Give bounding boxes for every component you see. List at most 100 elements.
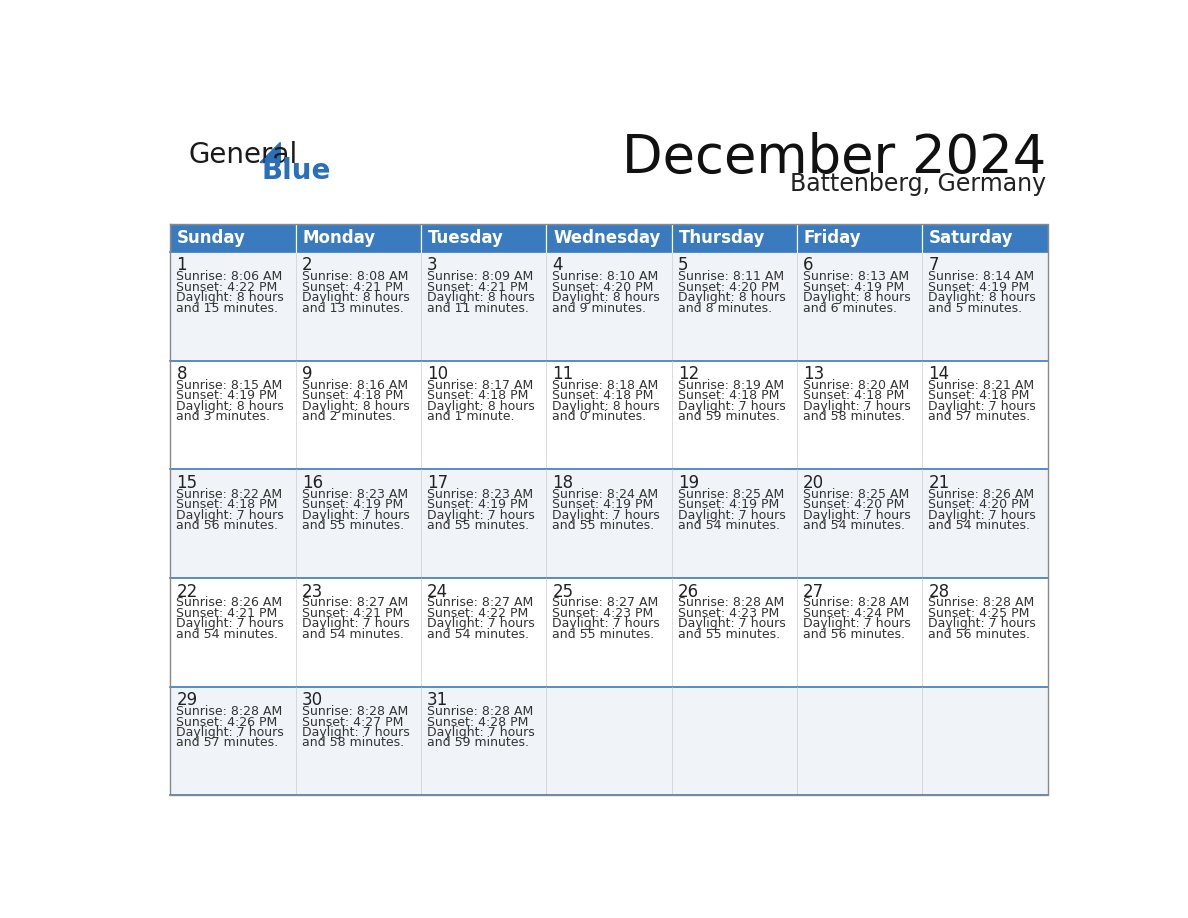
- Text: and 54 minutes.: and 54 minutes.: [803, 519, 905, 532]
- Text: 17: 17: [426, 474, 448, 492]
- Bar: [170, 578, 296, 687]
- Text: 9: 9: [302, 365, 312, 383]
- Bar: [421, 469, 546, 578]
- Text: Sunset: 4:18 PM: Sunset: 4:18 PM: [552, 389, 653, 402]
- Text: Daylight: 7 hours: Daylight: 7 hours: [552, 617, 661, 631]
- Text: Monday: Monday: [303, 229, 375, 247]
- Text: Sunset: 4:21 PM: Sunset: 4:21 PM: [302, 607, 403, 620]
- Text: Sunrise: 8:11 AM: Sunrise: 8:11 AM: [677, 270, 784, 284]
- Text: Sunset: 4:28 PM: Sunset: 4:28 PM: [426, 716, 529, 729]
- Bar: [797, 361, 922, 469]
- Bar: [671, 578, 797, 687]
- Text: and 55 minutes.: and 55 minutes.: [426, 519, 529, 532]
- Text: Daylight: 8 hours: Daylight: 8 hours: [176, 400, 284, 413]
- Text: Daylight: 7 hours: Daylight: 7 hours: [803, 400, 911, 413]
- Text: and 11 minutes.: and 11 minutes.: [426, 301, 529, 315]
- Bar: [922, 687, 1048, 796]
- Text: General: General: [189, 140, 298, 169]
- Text: Sunrise: 8:28 AM: Sunrise: 8:28 AM: [426, 705, 533, 718]
- Text: Friday: Friday: [804, 229, 861, 247]
- Text: 23: 23: [302, 583, 323, 600]
- Bar: [546, 578, 671, 687]
- Text: and 58 minutes.: and 58 minutes.: [803, 410, 905, 423]
- Text: and 57 minutes.: and 57 minutes.: [928, 410, 1030, 423]
- Text: Sunrise: 8:18 AM: Sunrise: 8:18 AM: [552, 379, 658, 392]
- Text: Sunset: 4:25 PM: Sunset: 4:25 PM: [928, 607, 1030, 620]
- Text: and 6 minutes.: and 6 minutes.: [803, 301, 897, 315]
- Text: 14: 14: [928, 365, 949, 383]
- Text: and 54 minutes.: and 54 minutes.: [677, 519, 779, 532]
- Text: 29: 29: [176, 691, 197, 710]
- Bar: [797, 687, 922, 796]
- Text: Sunrise: 8:20 AM: Sunrise: 8:20 AM: [803, 379, 909, 392]
- Text: Sunset: 4:23 PM: Sunset: 4:23 PM: [552, 607, 653, 620]
- Text: Daylight: 8 hours: Daylight: 8 hours: [426, 291, 535, 304]
- Text: and 15 minutes.: and 15 minutes.: [176, 301, 278, 315]
- Text: and 56 minutes.: and 56 minutes.: [928, 628, 1030, 641]
- Text: Sunrise: 8:06 AM: Sunrise: 8:06 AM: [176, 270, 283, 284]
- Text: Sunrise: 8:26 AM: Sunrise: 8:26 AM: [176, 597, 283, 610]
- Text: Sunrise: 8:23 AM: Sunrise: 8:23 AM: [302, 487, 407, 500]
- Text: and 55 minutes.: and 55 minutes.: [552, 519, 655, 532]
- Text: Daylight: 8 hours: Daylight: 8 hours: [928, 291, 1036, 304]
- Text: Sunrise: 8:19 AM: Sunrise: 8:19 AM: [677, 379, 784, 392]
- Text: Daylight: 8 hours: Daylight: 8 hours: [552, 400, 661, 413]
- Text: and 3 minutes.: and 3 minutes.: [176, 410, 271, 423]
- Text: 3: 3: [426, 256, 437, 274]
- Text: Sunset: 4:20 PM: Sunset: 4:20 PM: [803, 498, 904, 511]
- Text: Sunset: 4:21 PM: Sunset: 4:21 PM: [176, 607, 278, 620]
- Bar: [296, 224, 421, 252]
- Bar: [421, 687, 546, 796]
- Text: Daylight: 8 hours: Daylight: 8 hours: [552, 291, 661, 304]
- Text: 25: 25: [552, 583, 574, 600]
- Text: and 54 minutes.: and 54 minutes.: [302, 628, 404, 641]
- Text: Sunset: 4:19 PM: Sunset: 4:19 PM: [803, 281, 904, 294]
- Text: 7: 7: [928, 256, 939, 274]
- Text: 10: 10: [426, 365, 448, 383]
- Text: Sunrise: 8:16 AM: Sunrise: 8:16 AM: [302, 379, 407, 392]
- Text: Battenberg, Germany: Battenberg, Germany: [790, 172, 1045, 196]
- Text: 22: 22: [176, 583, 197, 600]
- Text: Sunset: 4:19 PM: Sunset: 4:19 PM: [677, 498, 779, 511]
- Text: Blue: Blue: [261, 158, 331, 185]
- Text: 4: 4: [552, 256, 563, 274]
- Text: Sunset: 4:21 PM: Sunset: 4:21 PM: [302, 281, 403, 294]
- Text: and 2 minutes.: and 2 minutes.: [302, 410, 396, 423]
- Text: Sunrise: 8:22 AM: Sunrise: 8:22 AM: [176, 487, 283, 500]
- Text: and 8 minutes.: and 8 minutes.: [677, 301, 772, 315]
- Text: Wednesday: Wednesday: [554, 229, 661, 247]
- Bar: [546, 224, 671, 252]
- Bar: [671, 687, 797, 796]
- Text: Sunrise: 8:15 AM: Sunrise: 8:15 AM: [176, 379, 283, 392]
- Text: Daylight: 7 hours: Daylight: 7 hours: [176, 726, 284, 739]
- Text: Sunrise: 8:25 AM: Sunrise: 8:25 AM: [677, 487, 784, 500]
- Text: Daylight: 7 hours: Daylight: 7 hours: [426, 509, 535, 521]
- Polygon shape: [260, 142, 280, 162]
- Bar: [296, 578, 421, 687]
- Bar: [296, 469, 421, 578]
- Bar: [797, 578, 922, 687]
- Text: Sunrise: 8:28 AM: Sunrise: 8:28 AM: [928, 597, 1035, 610]
- Text: 21: 21: [928, 474, 949, 492]
- Text: Sunset: 4:22 PM: Sunset: 4:22 PM: [176, 281, 278, 294]
- Text: Daylight: 7 hours: Daylight: 7 hours: [928, 509, 1036, 521]
- Text: 28: 28: [928, 583, 949, 600]
- Text: 26: 26: [677, 583, 699, 600]
- Text: Sunrise: 8:28 AM: Sunrise: 8:28 AM: [677, 597, 784, 610]
- Text: and 59 minutes.: and 59 minutes.: [426, 736, 529, 749]
- Text: Daylight: 7 hours: Daylight: 7 hours: [426, 617, 535, 631]
- Text: 2: 2: [302, 256, 312, 274]
- Bar: [546, 469, 671, 578]
- Text: Sunset: 4:27 PM: Sunset: 4:27 PM: [302, 716, 403, 729]
- Text: Sunrise: 8:27 AM: Sunrise: 8:27 AM: [552, 597, 658, 610]
- Text: Sunday: Sunday: [177, 229, 246, 247]
- Bar: [546, 361, 671, 469]
- Text: Daylight: 8 hours: Daylight: 8 hours: [302, 400, 410, 413]
- Text: Sunset: 4:18 PM: Sunset: 4:18 PM: [176, 498, 278, 511]
- Text: and 55 minutes.: and 55 minutes.: [677, 628, 779, 641]
- Text: Daylight: 7 hours: Daylight: 7 hours: [302, 726, 410, 739]
- Text: 31: 31: [426, 691, 448, 710]
- Bar: [922, 469, 1048, 578]
- Text: Daylight: 7 hours: Daylight: 7 hours: [928, 617, 1036, 631]
- Text: Sunrise: 8:08 AM: Sunrise: 8:08 AM: [302, 270, 409, 284]
